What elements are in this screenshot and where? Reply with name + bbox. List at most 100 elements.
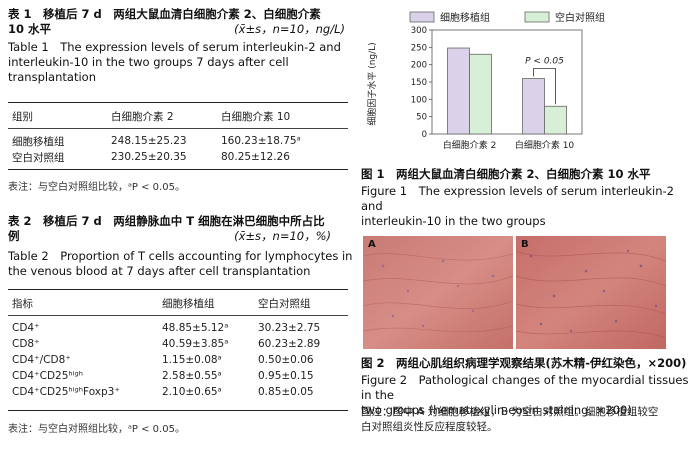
table2-bottom-rule <box>8 410 348 411</box>
y-tick-label: 300 <box>411 26 427 36</box>
table1-title-cn: 表 1 移植后 7 d 两组大鼠血清白细胞介素 2、白细胞介素 10 水平 (x… <box>8 7 353 37</box>
table2-cell-transplant: 2.58±0.55ᵃ <box>162 370 222 382</box>
table2-title-cn: 表 2 移植后 7 d 两组静脉血中 T 细胞在淋巴细胞中所占比 例 (x̄±s… <box>8 214 353 244</box>
table1-top-rule <box>8 102 348 103</box>
panel-label-b: B <box>521 239 529 250</box>
histology-image-b: B <box>516 236 666 349</box>
bar-transplant <box>447 47 470 135</box>
significance-bracket <box>533 68 556 105</box>
y-tick-label: 100 <box>411 95 427 105</box>
table2-cell-control: 0.85±0.05 <box>258 386 314 398</box>
table1-header-il10: 白细胞介素 10 <box>221 110 291 123</box>
table-row: CD4⁺/CD8⁺ 1.15±0.08ᵃ 0.50±0.06 <box>12 352 348 368</box>
table2-title-stats: (x̄±s，n=10，%) <box>234 229 331 243</box>
table2-body: CD4⁺ 48.85±5.12ᵃ 30.23±2.75 CD8⁺ 40.59±3… <box>12 320 348 400</box>
table2-title-en: Table 2 Proportion of T cells accounting… <box>8 249 358 279</box>
table-row: CD4⁺ 48.85±5.12ᵃ 30.23±2.75 <box>12 320 348 336</box>
table2-cell-transplant: 48.85±5.12ᵃ <box>162 322 229 334</box>
table1-title-en: Table 1 The expression levels of serum i… <box>8 40 358 85</box>
figure1-chart: 细胞移植组 空白对照组 细胞因子水平 (ng/L) 0 50 100 150 200 25… <box>366 11 605 151</box>
table1-title-en-line1: Table 1 The expression levels of serum i… <box>8 40 341 54</box>
table2-header-rule <box>8 315 348 316</box>
table1-cell-il2: 230.25±20.35 <box>111 151 187 163</box>
y-tick-label: 250 <box>411 43 427 53</box>
table1: 组别 白细胞介素 2 白细胞介素 10 <box>12 108 341 124</box>
table1-cell-il10: 80.25±12.26 <box>221 151 290 163</box>
figure2-caption-cn: 图 2 两组心肌组织病理学观察结果(苏木精-伊红染色，×200) <box>361 356 687 370</box>
table2-cell-control: 0.50±0.06 <box>258 354 314 366</box>
figure1-caption-en: Figure 1 The expression levels of serum … <box>361 184 691 229</box>
table1-body: 细胞移植组 248.15±25.23 160.23±18.75ᵃ 空白对照组 2… <box>12 133 341 165</box>
table-row: CD8⁺ 40.59±3.85ᵃ 60.23±2.89 <box>12 336 348 352</box>
chart-annotation: P < 0.05 <box>525 57 564 105</box>
x-tick-label: 白细胞介素 2 <box>443 139 497 151</box>
figure1-caption-en-line1: Figure 1 The expression levels of serum … <box>361 184 674 213</box>
table2: 指标 细胞移植组 空白对照组 <box>12 295 348 311</box>
legend-label-control: 空白对照组 <box>555 11 605 24</box>
table2-header-row: 指标 细胞移植组 空白对照组 <box>12 295 348 311</box>
table1-title-stats: (x̄±s，n=10，ng/L) <box>234 22 345 36</box>
bar-transplant <box>522 78 545 135</box>
table2-note: 表注：与空白对照组比较，ᵃP < 0.05。 <box>8 424 185 435</box>
legend-swatch-control <box>524 11 550 23</box>
legend-label-transplant: 细胞移植组 <box>440 11 490 24</box>
table1-title-cn-line1: 表 1 移植后 7 d 两组大鼠血清白细胞介素 2、白细胞介素 <box>8 7 321 21</box>
table2-cell-index: CD4⁺ <box>12 322 40 334</box>
table2-title-cn-line1: 表 2 移植后 7 d 两组静脉血中 T 细胞在淋巴细胞中所占比 <box>8 214 325 228</box>
bar-control <box>544 105 567 135</box>
table1-cell-il10: 160.23±18.75ᵃ <box>221 135 301 147</box>
table2-cell-control: 0.95±0.15 <box>258 370 314 382</box>
histology-image-b-texture <box>516 236 666 349</box>
table2-header-index: 指标 <box>12 297 33 310</box>
table2-cell-transplant: 40.59±3.85ᵃ <box>162 338 229 350</box>
table1-title-en-line3: transplantation <box>8 70 96 84</box>
figure2-caption-en-line1: Figure 2 Pathological changes of the myo… <box>361 373 689 402</box>
histology-image-a: A <box>363 236 513 349</box>
figure2-note-line2: 白对照组炎性反应程度较轻。 <box>361 421 498 433</box>
histology-image-a-texture <box>363 236 513 349</box>
table2-top-rule <box>8 289 348 290</box>
panel-label-a: A <box>368 239 376 250</box>
table2-header-transplant: 细胞移植组 <box>162 297 215 310</box>
table1-cell-group: 空白对照组 <box>12 151 65 164</box>
table2-cell-transplant: 1.15±0.08ᵃ <box>162 354 222 366</box>
y-tick-label: 200 <box>411 61 427 71</box>
table2-title-cn-line2: 例 <box>8 229 20 243</box>
table2-cell-transplant: 2.10±0.65ᵃ <box>162 386 222 398</box>
significance-label: P < 0.05 <box>525 57 564 67</box>
table-row: 空白对照组 230.25±20.35 80.25±12.26 <box>12 149 341 165</box>
figure1-caption-cn: 图 1 两组大鼠血清白细胞介素 2、白细胞介素 10 水平 <box>361 167 651 181</box>
chart-bars <box>447 47 567 135</box>
y-tick-label: 0 <box>422 130 427 140</box>
table2-title-en-line1: Table 2 Proportion of T cells accounting… <box>8 249 353 263</box>
table2-cell-index: CD4⁺/CD8⁺ <box>12 354 71 366</box>
figure2-note: 图注：图中 A 为细胞移植组，B 为空白对照组。细胞移植组较空 白对照组炎性反应… <box>361 405 691 435</box>
table1-cell-il2: 248.15±25.23 <box>111 135 187 147</box>
table2-cell-control: 30.23±2.75 <box>258 322 321 334</box>
table1-header-row: 组别 白细胞介素 2 白细胞介素 10 <box>12 108 341 124</box>
y-axis-label: 细胞因子水平 (ng/L) <box>366 42 378 125</box>
table-row: 细胞移植组 248.15±25.23 160.23±18.75ᵃ <box>12 133 341 149</box>
table1-header-group: 组别 <box>12 110 33 123</box>
table2-cell-index: CD4⁺CD25ʰⁱᵍʰ <box>12 370 84 382</box>
table1-cell-group: 细胞移植组 <box>12 135 65 148</box>
table2-header-control: 空白对照组 <box>258 297 311 310</box>
y-tick-label: 50 <box>416 113 427 123</box>
table2-cell-index: CD4⁺CD25ʰⁱᵍʰFoxp3⁺ <box>12 386 120 398</box>
legend-swatch-transplant <box>409 11 435 23</box>
table-row: CD4⁺CD25ʰⁱᵍʰ 2.58±0.55ᵃ 0.95±0.15 <box>12 368 348 384</box>
figure2-caption-en: Figure 2 Pathological changes of the myo… <box>361 373 691 418</box>
table2-cell-control: 60.23±2.89 <box>258 338 321 350</box>
table2-title-en-line2: the venous blood at 7 days after cell tr… <box>8 264 311 278</box>
table2-cell-index: CD8⁺ <box>12 338 40 350</box>
table1-header-rule <box>8 128 348 129</box>
y-tick-label: 150 <box>411 78 427 88</box>
figure1-caption-en-line2: interleukin-10 in the two groups <box>361 214 546 228</box>
table1-note: 表注：与空白对照组比较，ᵃP < 0.05。 <box>8 182 185 193</box>
table1-header-il2: 白细胞介素 2 <box>111 110 174 123</box>
figure2-caption-en-line2: two groups (hematoxylin-eosin staining, … <box>361 403 632 417</box>
table-row: CD4⁺CD25ʰⁱᵍʰFoxp3⁺ 2.10±0.65ᵃ 0.85±0.05 <box>12 384 348 400</box>
figure2-note-line1: 图注：图中 A 为细胞移植组，B 为空白对照组。细胞移植组较空 <box>361 406 659 418</box>
x-tick-label: 白细胞介素 10 <box>515 139 575 151</box>
chart-axes: 0 50 100 150 200 250 300 白细胞介素 2 白细胞介素 10 <box>411 26 583 151</box>
